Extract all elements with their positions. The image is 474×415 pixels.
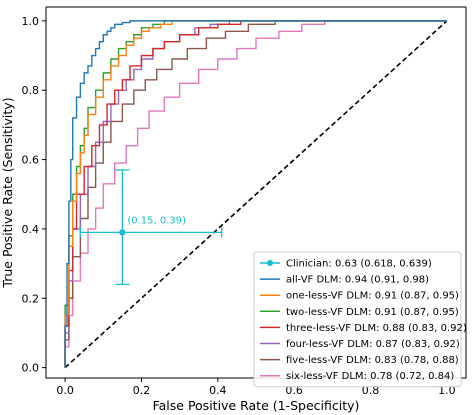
y-axis-label: True Positive Rate (Sensitivity) [0, 97, 15, 288]
legend-label-2: all-VF DLM: 0.94 (0.91, 0.98) [286, 275, 429, 286]
diagonal-reference-line [64, 20, 448, 369]
y-tick-label: 1.0 [22, 15, 40, 28]
legend-box [253, 251, 462, 388]
y-tick-label: 0.6 [22, 154, 40, 167]
roc-curve-6 [64, 20, 447, 368]
y-tick-label: 0.0 [22, 362, 40, 375]
clinician-annotation: (0.15, 0.39) [127, 215, 186, 226]
roc-curve-2 [64, 20, 447, 368]
plot-area: (0.15, 0.39)0.0 0.2 0.4 0.6 0.8 1.00.00.20.40… [22, 6, 467, 397]
legend-label-4: two-less-VF DLM: 0.91 (0.87, 0.95) [286, 307, 459, 318]
y-tick-label: 0.8 [22, 84, 40, 97]
data-layer [64, 20, 448, 369]
roc-curve-3 [64, 20, 447, 368]
x-tick-label: 0.0 [56, 384, 74, 397]
roc-curve-7 [64, 20, 447, 368]
legend-label-7: five-less-VF DLM: 0.83 (0.78, 0.88) [286, 355, 459, 366]
x-tick-label: 0.4 [209, 384, 227, 397]
x-tick-label: 0.2 [133, 384, 151, 397]
legend-label-1: Clinician: 0.63 (0.618, 0.639) [286, 259, 432, 270]
clinician-point [119, 229, 126, 236]
legend-marker-1 [267, 260, 273, 266]
legend-label-5: three-less-VF DLM: 0.88 (0.83, 0.92) [286, 323, 467, 334]
y-tick-label: 0.4 [22, 223, 40, 236]
roc-curve-5 [64, 20, 447, 368]
legend-label-8: six-less-VF DLM: 0.78 (0.72, 0.84) [286, 371, 454, 382]
x-axis-label: False Positive Rate (1-Specificity) [153, 398, 360, 413]
roc-curve-1 [64, 20, 447, 368]
roc-curve-4 [64, 20, 447, 368]
legend-label-6: four-less-VF DLM: 0.87 (0.83, 0.92) [286, 339, 460, 350]
y-tick-label: 0.2 [22, 292, 40, 305]
legend-label-3: one-less-VF DLM: 0.91 (0.87, 0.95) [286, 291, 459, 302]
